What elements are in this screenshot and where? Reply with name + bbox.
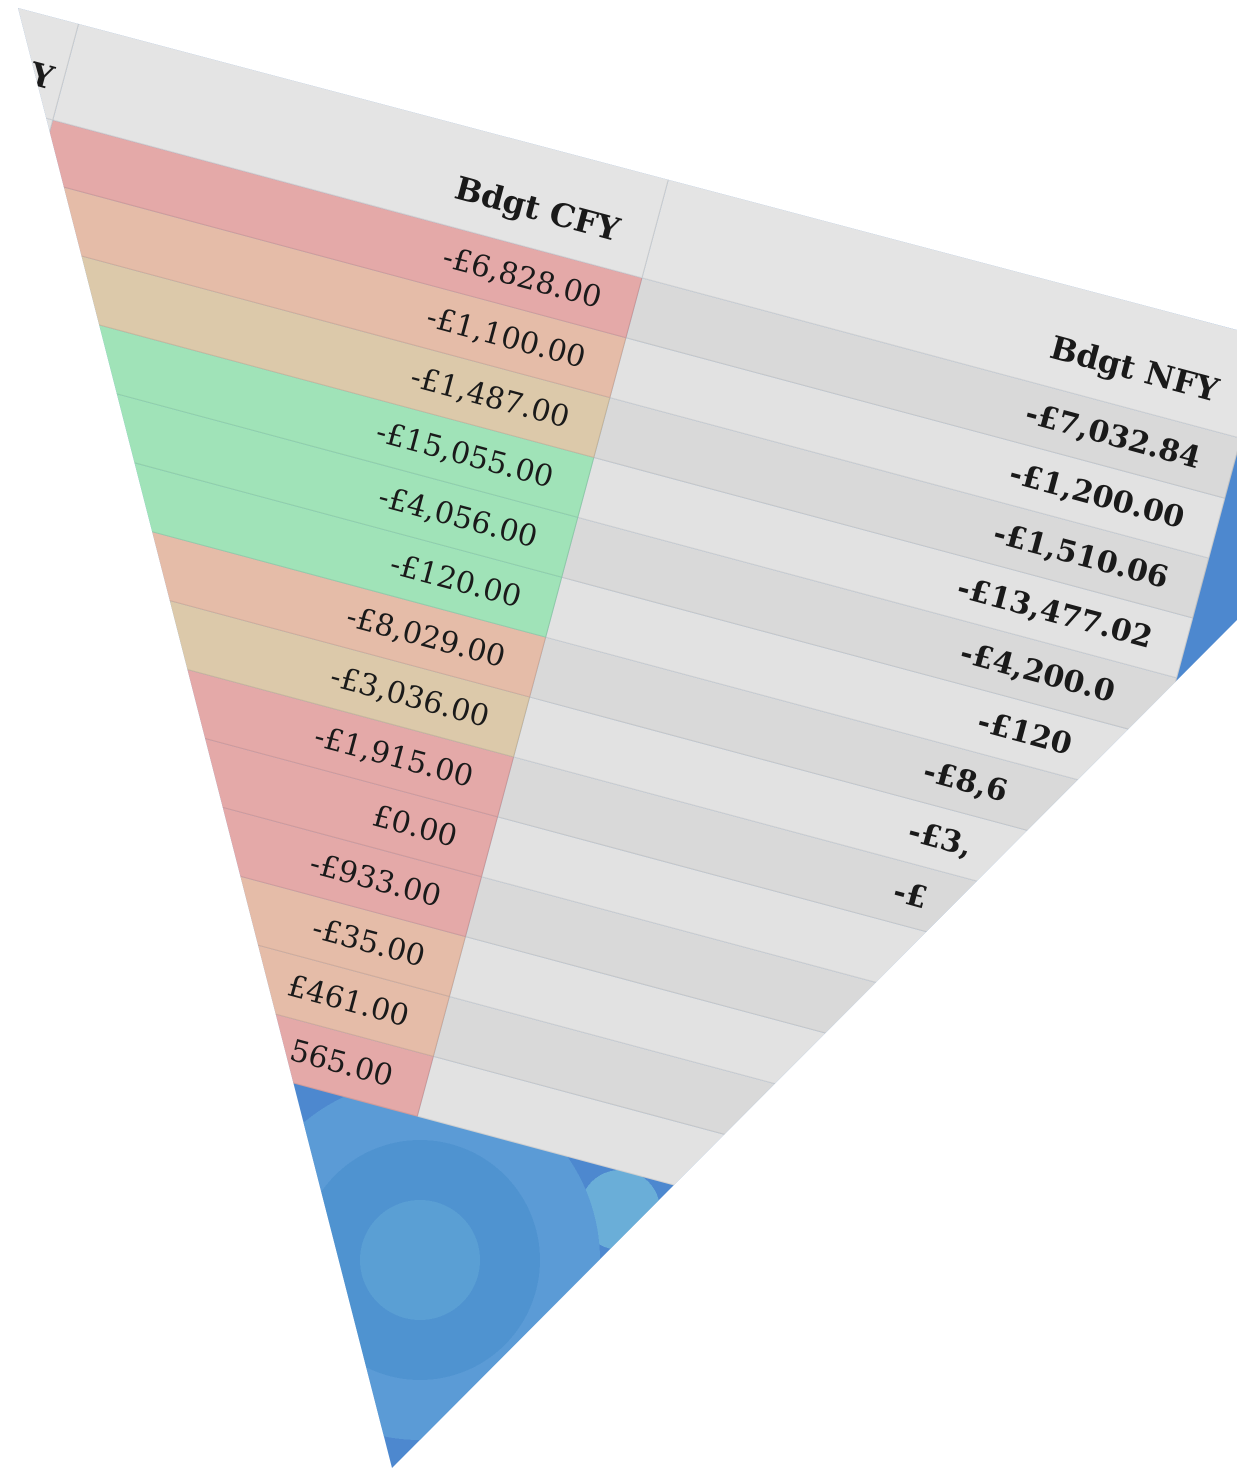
budget-table: Y Bdgt CFY Bdgt NFY -£6,828.00 -£7,032.84… [0, 8, 1237, 1278]
cell [18, 115, 38, 241]
cell [18, 175, 21, 301]
cell [0, 235, 5, 360]
